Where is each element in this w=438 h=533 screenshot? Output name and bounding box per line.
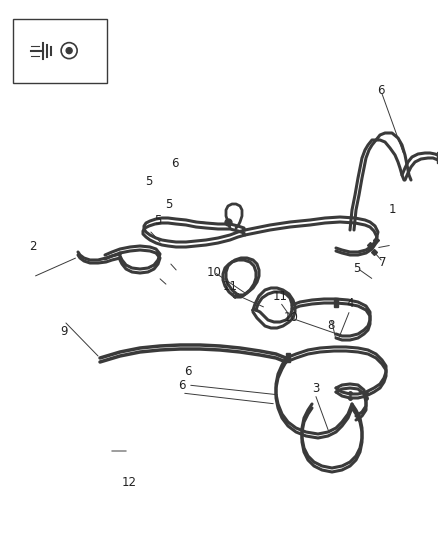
Text: 5: 5: [154, 214, 161, 227]
Text: 2: 2: [29, 240, 37, 253]
Text: 6: 6: [171, 157, 179, 170]
Text: 11: 11: [223, 280, 237, 293]
Circle shape: [66, 47, 72, 54]
Text: 4: 4: [346, 297, 354, 310]
Text: 7: 7: [379, 256, 387, 269]
Text: 6: 6: [178, 379, 186, 392]
Text: 6: 6: [377, 84, 385, 97]
Text: 5: 5: [165, 198, 172, 211]
Text: 1: 1: [388, 203, 396, 216]
Text: 11: 11: [273, 290, 288, 303]
Bar: [13, 19, 107, 83]
Text: 6: 6: [184, 365, 192, 378]
Text: 3: 3: [312, 382, 319, 394]
Text: 5: 5: [353, 262, 360, 274]
Text: 10: 10: [206, 266, 221, 279]
Text: 9: 9: [60, 325, 67, 338]
Text: 12: 12: [122, 476, 137, 489]
Text: 8: 8: [327, 319, 334, 332]
Text: 5: 5: [145, 175, 152, 188]
Text: 10: 10: [284, 311, 299, 324]
